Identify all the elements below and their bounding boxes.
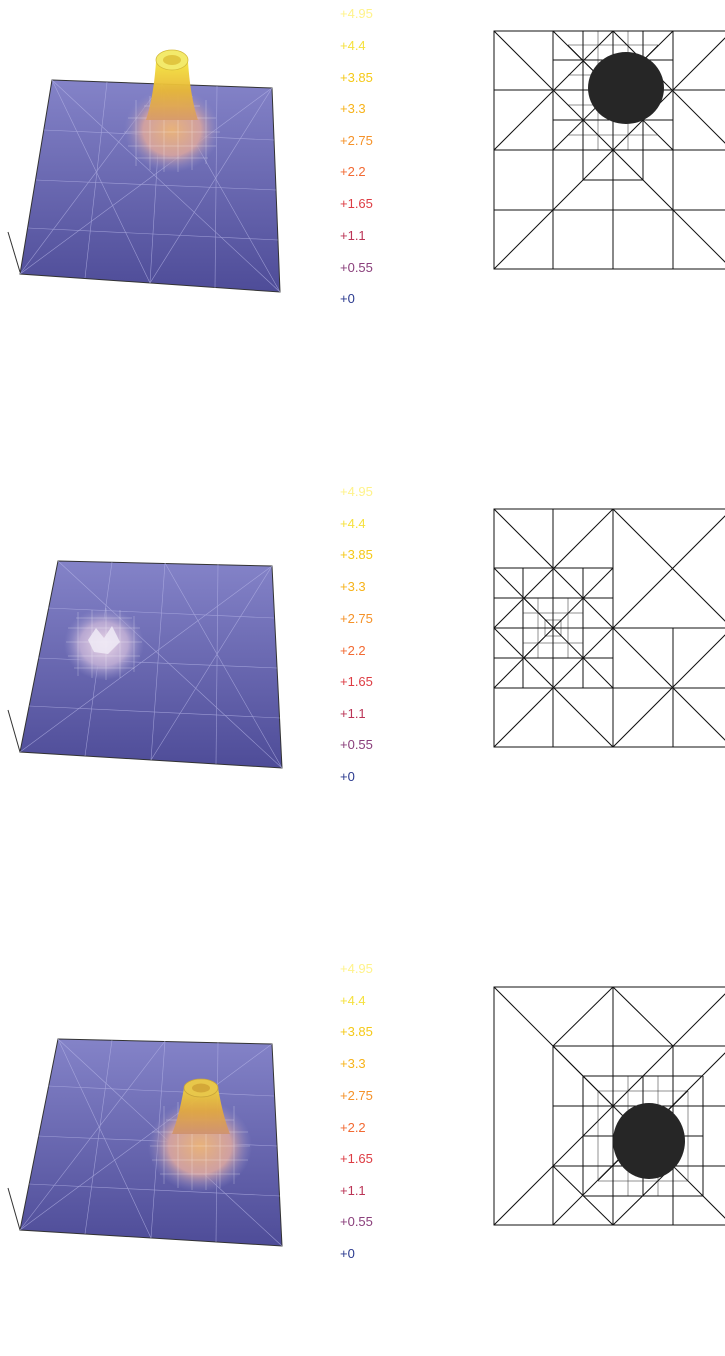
color-legend: +4.95 +4.4 +3.85 +3.3 +2.75 +2.2 +1.65 +… <box>340 956 420 1286</box>
legend-label: +3.3 <box>340 1057 366 1071</box>
legend-label: +3.85 <box>340 548 373 562</box>
legend-label: +2.2 <box>340 1121 366 1135</box>
legend-label: +3.3 <box>340 102 366 116</box>
legend-label: +1.1 <box>340 707 366 721</box>
legend-label: +1.1 <box>340 1184 366 1198</box>
legend-label: +0 <box>340 292 355 306</box>
legend-label: +0.55 <box>340 738 373 752</box>
legend-label: +3.85 <box>340 71 373 85</box>
panel-2: +4.95 +4.4 +3.85 +3.3 +2.75 +2.2 +1.65 +… <box>0 478 725 878</box>
mesh-diagram <box>493 508 725 748</box>
legend-label: +2.2 <box>340 644 366 658</box>
legend-label: +2.75 <box>340 1089 373 1103</box>
surface-plot <box>0 956 300 1286</box>
mesh-diagram <box>493 986 725 1226</box>
legend-label: +4.4 <box>340 39 366 53</box>
legend-label: +4.95 <box>340 962 373 976</box>
legend-label: +0 <box>340 770 355 784</box>
legend-label: +1.65 <box>340 197 373 211</box>
legend-label: +4.4 <box>340 994 366 1008</box>
color-legend: +4.95 +4.4 +3.85 +3.3 +2.75 +2.2 +1.65 +… <box>340 0 420 330</box>
surface-plot <box>0 0 300 330</box>
legend-label: +0.55 <box>340 261 373 275</box>
legend-label: +0.55 <box>340 1215 373 1229</box>
legend-label: +0 <box>340 1247 355 1261</box>
legend-label: +1.1 <box>340 229 366 243</box>
legend-label: +3.85 <box>340 1025 373 1039</box>
mesh-diagram <box>493 30 725 270</box>
legend-label: +4.95 <box>340 7 373 21</box>
legend-label: +2.75 <box>340 134 373 148</box>
surface-plot <box>0 478 300 808</box>
legend-label: +1.65 <box>340 1152 373 1166</box>
legend-label: +3.3 <box>340 580 366 594</box>
legend-label: +4.95 <box>340 485 373 499</box>
legend-label: +2.75 <box>340 612 373 626</box>
legend-label: +1.65 <box>340 675 373 689</box>
legend-label: +2.2 <box>340 165 366 179</box>
panel-3: +4.95 +4.4 +3.85 +3.3 +2.75 +2.2 +1.65 +… <box>0 956 725 1356</box>
color-legend: +4.95 +4.4 +3.85 +3.3 +2.75 +2.2 +1.65 +… <box>340 478 420 808</box>
legend-label: +4.4 <box>340 517 366 531</box>
panel-1: +4.95 +4.4 +3.85 +3.3 +2.75 +2.2 +1.65 +… <box>0 0 725 400</box>
